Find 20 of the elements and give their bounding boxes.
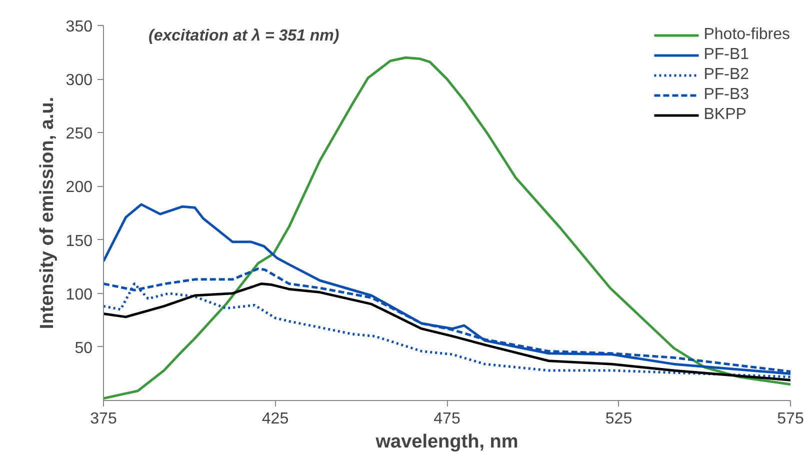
x-tick-label: 575 — [777, 410, 804, 428]
y-tick-label: 350 — [66, 18, 93, 36]
y-tick-label: 50 — [74, 340, 93, 357]
legend-label: PF-B3 — [704, 86, 750, 104]
legend-label: PF-B1 — [704, 46, 750, 64]
y-axis-title: Intensity of emission, a.u. — [36, 96, 58, 330]
legend-label: PF-B2 — [704, 66, 750, 84]
y-tick-label: 300 — [66, 72, 93, 90]
x-axis-title: wavelength, nm — [374, 432, 518, 452]
y-tick-label: 150 — [66, 232, 93, 250]
annotation: (excitation at λ = 351 nm) — [148, 28, 340, 44]
x-tick-label: 475 — [434, 410, 460, 428]
y-tick-label: 200 — [66, 179, 93, 196]
x-tick-label: 375 — [90, 410, 117, 428]
legend-label: BKPP — [704, 106, 746, 124]
legend-label: Photo-fibres — [704, 26, 790, 44]
x-tick-label: 425 — [262, 410, 289, 428]
y-tick-label: 100 — [66, 286, 93, 304]
y-tick-label: 250 — [66, 126, 93, 143]
x-tick-label: 525 — [605, 410, 632, 428]
